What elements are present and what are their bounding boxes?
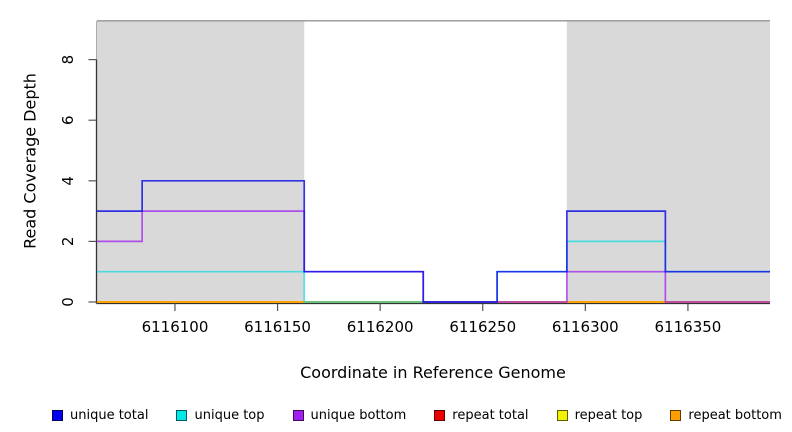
- legend-item-unique-bottom: unique bottom: [292, 407, 407, 423]
- legend-label: repeat bottom: [688, 407, 782, 423]
- series-line-unique-total: [97, 179, 770, 303]
- legend-swatch-icon: [434, 409, 446, 421]
- legend-label: unique total: [70, 407, 149, 423]
- legend-label: repeat total: [452, 407, 529, 423]
- y-tick-label: 2: [59, 237, 77, 247]
- x-tick-label: 6116150: [244, 318, 311, 336]
- x-tick-label: 6116100: [142, 318, 209, 336]
- x-tick-label: 6116300: [552, 318, 619, 336]
- legend-label: unique bottom: [310, 407, 407, 423]
- legend-swatch-icon: [176, 409, 188, 421]
- x-tick-label: 6116200: [347, 318, 414, 336]
- legend-swatch-icon: [670, 409, 682, 421]
- y-tick-label: 0: [59, 297, 77, 307]
- shaded-region-2: [566, 20, 770, 304]
- y-tick-label: 6: [59, 115, 77, 125]
- legend-item-repeat-total: repeat total: [434, 407, 529, 423]
- y-tick-label: 4: [59, 176, 77, 186]
- legend-swatch-icon: [292, 409, 304, 421]
- legend-swatch-icon: [52, 409, 63, 421]
- legend-label: repeat top: [574, 407, 643, 423]
- chart-plot-area: 6116100 6116150 6116200 6116250 6116300 61163…: [59, 20, 770, 336]
- x-tick-label: 6116250: [449, 318, 516, 336]
- y-tick-label: 8: [59, 55, 77, 65]
- legend-item-repeat-bottom: repeat bottom: [670, 408, 782, 423]
- legend-swatch-icon: [556, 409, 568, 421]
- legend-item-repeat-top: repeat top: [556, 407, 643, 423]
- legend-item-unique-total: unique total: [52, 408, 148, 423]
- legend-item-unique-top: unique top: [176, 407, 265, 423]
- y-axis-title: Read Coverage Depth: [21, 73, 40, 249]
- x-axis-title: Coordinate in Reference Genome: [300, 363, 566, 382]
- legend: unique total unique top unique bottom repea…: [52, 406, 782, 424]
- shaded-region-1: [97, 20, 305, 304]
- x-tick-label: 6116350: [655, 318, 722, 336]
- legend-label: unique top: [194, 407, 265, 423]
